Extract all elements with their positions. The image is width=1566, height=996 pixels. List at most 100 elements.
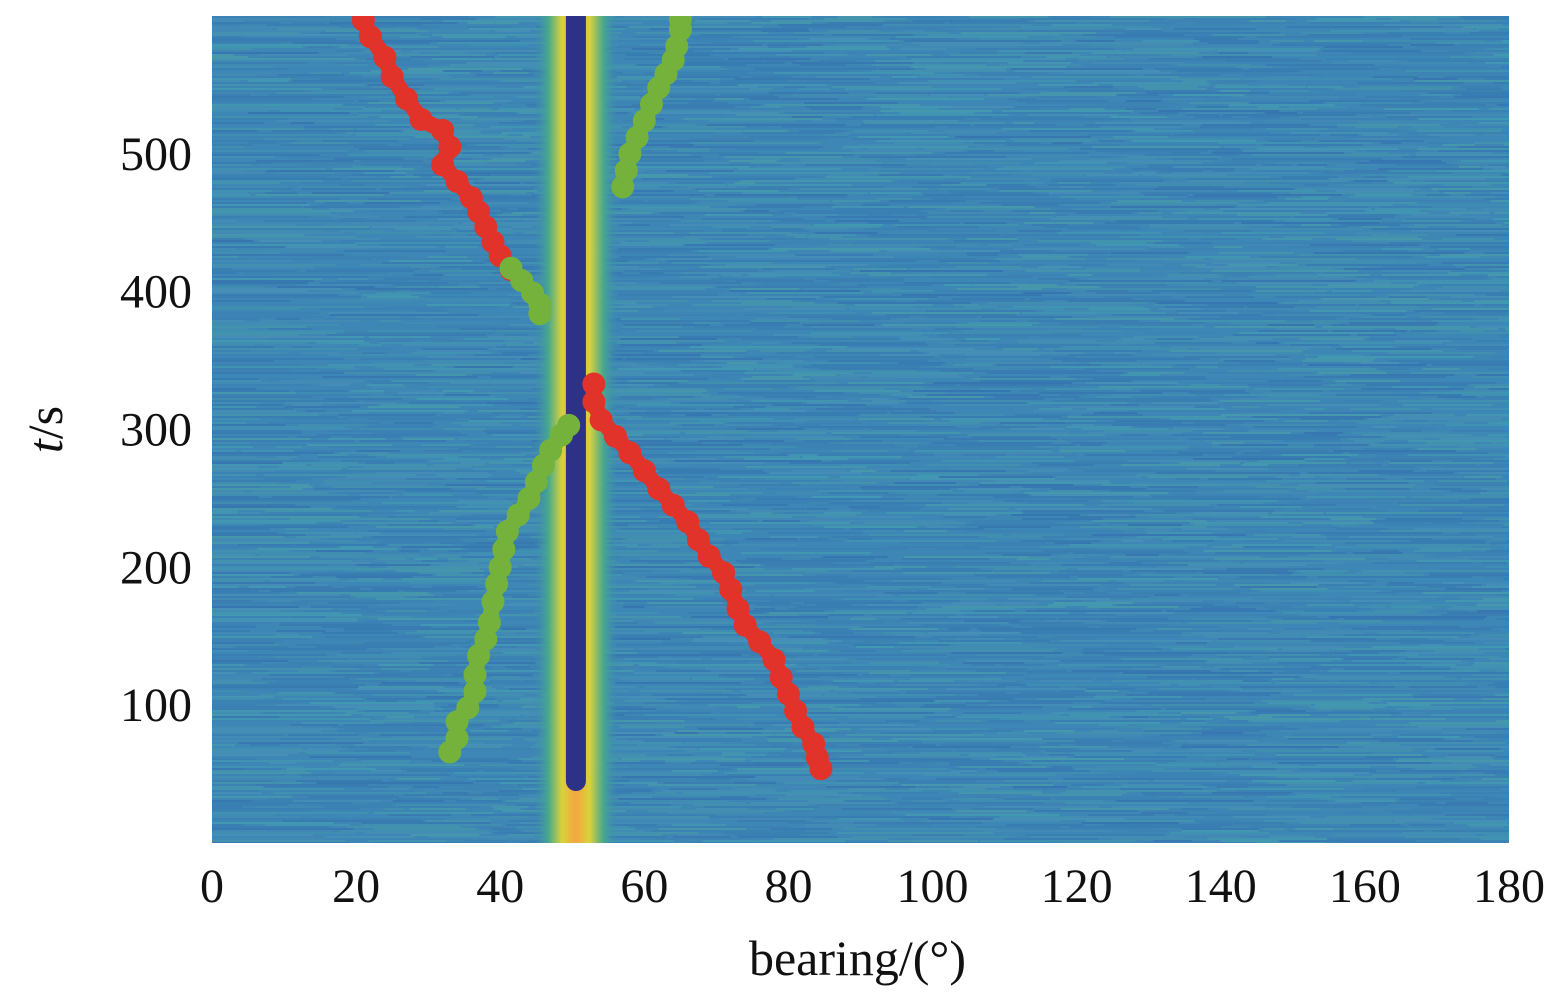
noise-streak — [1425, 750, 1505, 752]
noise-streak — [1239, 576, 1308, 578]
noise-streak — [1269, 658, 1342, 660]
noise-streak — [1241, 464, 1269, 466]
noise-streak — [698, 440, 784, 442]
noise-streak — [875, 140, 1007, 142]
noise-streak — [212, 310, 270, 312]
noise-streak — [926, 526, 960, 528]
noise-streak — [1434, 250, 1470, 252]
noise-streak — [455, 518, 528, 520]
noise-streak — [1095, 334, 1217, 336]
noise-streak — [1197, 218, 1332, 220]
noise-streak — [1450, 296, 1509, 298]
noise-streak — [277, 28, 417, 30]
noise-streak — [1373, 76, 1418, 78]
noise-streak — [1240, 586, 1317, 588]
noise-streak — [885, 494, 908, 496]
noise-streak — [665, 698, 778, 700]
noise-streak — [1068, 354, 1133, 356]
noise-streak — [745, 466, 867, 468]
noise-streak — [212, 406, 257, 408]
noise-streak — [212, 190, 273, 192]
noise-streak — [721, 274, 742, 276]
noise-streak — [1126, 364, 1152, 366]
noise-streak — [1067, 294, 1225, 296]
noise-streak — [1334, 88, 1452, 90]
noise-streak — [700, 652, 776, 654]
noise-streak — [1176, 70, 1301, 72]
noise-streak — [1215, 520, 1370, 522]
noise-streak — [978, 484, 1074, 486]
noise-streak — [492, 632, 517, 634]
noise-streak — [1123, 672, 1274, 674]
noise-streak — [1476, 558, 1509, 560]
noise-streak — [734, 78, 870, 80]
noise-streak — [866, 234, 1001, 236]
noise-streak — [1154, 594, 1181, 596]
noise-streak — [246, 238, 381, 240]
noise-streak — [1356, 162, 1446, 164]
noise-streak — [707, 710, 796, 712]
noise-streak — [357, 662, 392, 664]
noise-streak — [280, 380, 365, 382]
noise-streak — [1186, 100, 1283, 102]
noise-streak — [470, 418, 552, 420]
noise-streak — [601, 382, 678, 384]
noise-streak — [212, 240, 253, 242]
noise-streak — [423, 268, 451, 270]
noise-streak — [1267, 702, 1369, 704]
noise-streak — [1069, 456, 1204, 458]
noise-streak — [867, 214, 891, 216]
noise-streak — [1414, 80, 1509, 82]
noise-streak — [854, 304, 933, 306]
noise-streak — [359, 428, 432, 430]
noise-streak — [648, 562, 685, 564]
noise-streak — [933, 382, 1072, 384]
noise-streak — [1352, 660, 1462, 662]
noise-streak — [728, 258, 817, 260]
noise-streak — [1399, 642, 1475, 644]
noise-streak — [1085, 368, 1190, 370]
noise-streak — [212, 604, 268, 606]
noise-streak — [718, 392, 845, 394]
noise-streak — [913, 280, 1049, 282]
noise-streak — [1438, 236, 1474, 238]
noise-streak — [843, 598, 988, 600]
noise-streak — [899, 180, 947, 182]
noise-streak — [491, 348, 541, 350]
noise-streak — [966, 524, 1102, 526]
noise-streak — [722, 534, 764, 536]
noise-streak — [823, 694, 955, 696]
noise-streak — [1409, 20, 1497, 22]
noise-streak — [415, 350, 487, 352]
noise-streak — [1290, 574, 1423, 576]
noise-streak — [333, 706, 434, 708]
noise-streak — [1486, 566, 1509, 568]
noise-streak — [212, 722, 297, 724]
noise-streak — [683, 518, 834, 520]
noise-streak — [212, 236, 356, 238]
noise-streak — [295, 68, 404, 70]
noise-streak — [1281, 618, 1338, 620]
noise-streak — [1279, 266, 1366, 268]
noise-streak — [212, 140, 298, 142]
noise-streak — [623, 324, 710, 326]
noise-streak — [902, 650, 1054, 652]
noise-streak — [212, 656, 258, 658]
noise-streak — [476, 144, 546, 146]
noise-streak — [975, 48, 1114, 50]
noise-streak — [1008, 598, 1111, 600]
noise-streak — [929, 434, 967, 436]
noise-streak — [828, 768, 949, 770]
noise-streak — [712, 216, 818, 218]
noise-streak — [1460, 160, 1509, 162]
noise-streak — [769, 752, 893, 754]
noise-streak — [912, 20, 1029, 22]
noise-streak — [212, 764, 314, 766]
noise-streak — [1067, 416, 1227, 418]
noise-streak — [1416, 152, 1492, 154]
noise-streak — [1325, 70, 1397, 72]
noise-streak — [601, 216, 685, 218]
noise-streak — [740, 180, 893, 182]
noise-streak — [1128, 746, 1170, 748]
noise-streak — [827, 420, 851, 422]
